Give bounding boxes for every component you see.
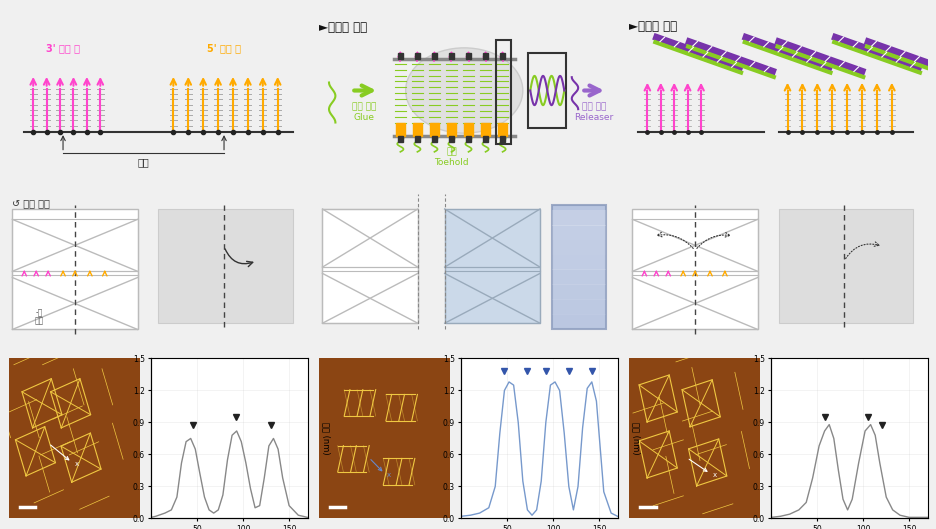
Bar (445, 209, 539, 323)
Text: 3' 주름 손: 3' 주름 손 (46, 43, 80, 53)
Text: -가: -가 (36, 308, 43, 317)
Bar (415, 135, 419, 142)
Text: 발판: 발판 (446, 148, 457, 157)
Text: ►구조체 펼침: ►구조체 펼침 (629, 20, 677, 33)
Text: x: x (75, 461, 79, 467)
Bar (528, 53, 566, 128)
Bar (778, 209, 912, 323)
Bar (158, 209, 292, 323)
Bar (398, 53, 402, 59)
Bar (551, 240, 605, 256)
Bar (551, 225, 605, 241)
Y-axis label: 높이 (nm): 높이 (nm) (321, 422, 330, 455)
Bar (446, 123, 455, 136)
Bar (551, 314, 605, 330)
Bar (632, 220, 757, 271)
Bar (551, 205, 605, 330)
Text: x: x (387, 472, 391, 478)
Bar (415, 53, 419, 59)
Text: Glue: Glue (353, 113, 374, 122)
Bar (431, 53, 436, 59)
Ellipse shape (405, 48, 522, 133)
Bar (551, 269, 605, 285)
Text: 5' 주름 손: 5' 주름 손 (207, 43, 241, 53)
Bar (448, 135, 454, 142)
Bar (12, 220, 138, 271)
Bar (448, 53, 454, 59)
Bar (551, 210, 605, 225)
Text: 펼침 가닥: 펼침 가닥 (581, 102, 606, 111)
Bar (322, 209, 417, 267)
Bar (12, 271, 138, 330)
Bar (482, 135, 488, 142)
Bar (322, 267, 417, 323)
Bar (322, 209, 417, 323)
Text: 선분: 선분 (138, 158, 149, 168)
Bar (500, 135, 505, 142)
Bar (500, 53, 505, 59)
Bar (551, 254, 605, 270)
Bar (398, 135, 402, 142)
Bar (481, 123, 490, 136)
Bar (463, 123, 473, 136)
Bar (445, 209, 539, 267)
Bar (465, 135, 471, 142)
Bar (12, 209, 138, 330)
Bar (632, 209, 757, 330)
Text: 마슈: 마슈 (35, 316, 44, 325)
Bar (445, 267, 539, 323)
Bar (632, 271, 757, 330)
Text: Toehold: Toehold (433, 158, 468, 167)
Bar (498, 123, 506, 136)
Text: ►구조체 접힘: ►구조체 접힘 (319, 21, 367, 34)
Bar (551, 299, 605, 315)
Bar (496, 40, 510, 144)
Text: x: x (712, 472, 716, 478)
Text: ↺ 절반 접힘: ↺ 절반 접힘 (12, 198, 51, 208)
Y-axis label: 높이 (nm): 높이 (nm) (631, 422, 640, 455)
Bar (465, 53, 471, 59)
Text: 접힘 가닥: 접힘 가닥 (352, 102, 376, 111)
Bar (413, 123, 421, 136)
Bar (396, 123, 404, 136)
Bar (482, 53, 488, 59)
Bar (551, 284, 605, 300)
Text: Releaser: Releaser (574, 113, 613, 122)
Bar (430, 123, 438, 136)
Bar (431, 135, 436, 142)
